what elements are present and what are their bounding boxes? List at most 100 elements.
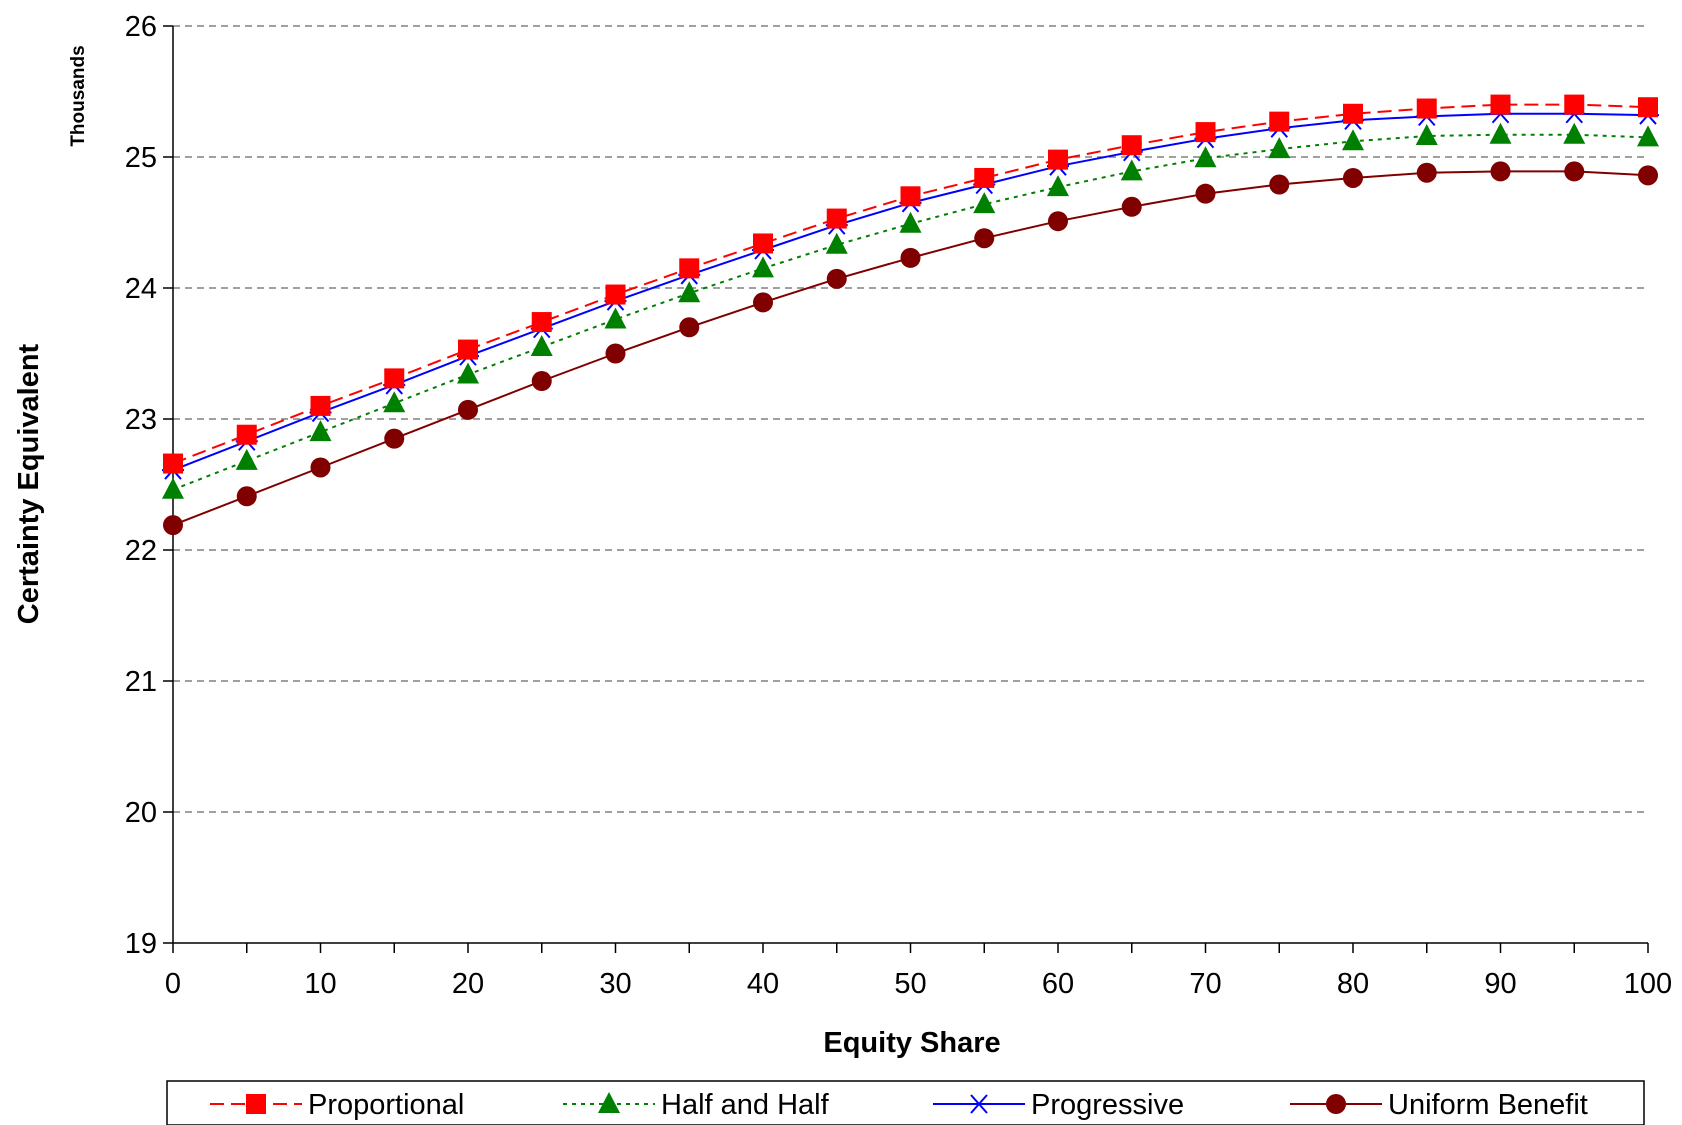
y-tick-label-23: 23 <box>125 404 157 436</box>
data-point-half-and-half <box>309 420 332 442</box>
data-point-proportional <box>753 233 773 254</box>
y-axis-title: Certainty Equivalent <box>13 343 45 624</box>
x-tick-label-90: 90 <box>1484 968 1516 1000</box>
data-point-proportional <box>1490 94 1511 115</box>
data-point-uniform-benefit <box>1490 161 1511 182</box>
data-point-proportional <box>1121 135 1142 156</box>
data-point-uniform-benefit <box>1048 211 1068 232</box>
x-tick-label-80: 80 <box>1337 968 1369 1000</box>
data-point-proportional <box>974 167 995 188</box>
data-point-proportional <box>1564 94 1585 115</box>
y-tick-label-24: 24 <box>125 273 157 305</box>
x-tick-label-60: 60 <box>1042 968 1074 1000</box>
data-point-half-and-half <box>1342 129 1364 151</box>
data-point-proportional <box>384 368 405 389</box>
data-point-proportional <box>163 453 183 474</box>
data-point-proportional <box>531 312 552 333</box>
data-point-half-and-half <box>383 391 406 413</box>
x-tick-label-10: 10 <box>304 968 336 1000</box>
data-point-half-and-half <box>899 211 922 233</box>
gridlines <box>173 25 1648 813</box>
legend-label-uniform-benefit: Uniform Benefit <box>1388 1089 1588 1121</box>
series-uniform-benefit <box>163 161 1658 536</box>
data-point-half-and-half <box>1268 137 1291 159</box>
x-tick-label-100: 100 <box>1624 968 1672 1000</box>
legend-item-progressive: Progressive <box>933 1089 1184 1121</box>
data-point-proportional <box>1269 111 1290 132</box>
legend-label-progressive: Progressive <box>1031 1089 1184 1121</box>
data-point-proportional <box>458 339 478 360</box>
data-point-uniform-benefit <box>1564 161 1585 182</box>
data-point-proportional <box>605 284 626 305</box>
data-point-uniform-benefit <box>458 399 478 420</box>
legend-marker-uniform-benefit <box>1326 1094 1346 1114</box>
data-point-uniform-benefit <box>1269 174 1290 195</box>
x-axis-title: Equity Share <box>823 1027 1000 1059</box>
legend-box <box>166 1080 1645 1125</box>
data-point-uniform-benefit <box>974 228 995 249</box>
data-point-half-and-half <box>162 477 184 499</box>
x-tick-label-20: 20 <box>452 968 484 1000</box>
data-point-proportional <box>679 258 700 279</box>
legend-marker-proportional <box>246 1094 266 1114</box>
data-point-proportional <box>900 186 921 207</box>
legend-marker-half-and-half <box>598 1092 620 1113</box>
data-point-uniform-benefit <box>1121 196 1142 217</box>
x-tick-label-30: 30 <box>599 968 631 1000</box>
x-tick-label-40: 40 <box>747 968 779 1000</box>
data-point-half-and-half <box>457 362 479 384</box>
data-point-half-and-half <box>530 334 553 356</box>
data-point-uniform-benefit <box>1416 162 1437 183</box>
data-point-half-and-half <box>1489 122 1512 144</box>
legend-label-half-and-half: Half and Half <box>661 1089 830 1121</box>
data-point-proportional <box>236 424 257 445</box>
data-point-half-and-half <box>1415 124 1438 146</box>
x-tick-label-50: 50 <box>894 968 926 1000</box>
data-point-uniform-benefit <box>1638 165 1658 186</box>
data-point-half-and-half <box>678 281 701 303</box>
data-point-uniform-benefit <box>531 371 552 392</box>
data-point-half-and-half <box>1047 175 1069 197</box>
series-proportional <box>163 94 1658 474</box>
legend-label-proportional: Proportional <box>308 1089 464 1121</box>
y-tick-label-25: 25 <box>125 142 157 174</box>
y-units-label: Thousands <box>68 45 89 146</box>
legend-marker-progressive <box>968 1094 990 1114</box>
data-point-uniform-benefit <box>753 292 773 313</box>
data-point-uniform-benefit <box>236 486 257 507</box>
data-point-half-and-half <box>1637 125 1659 147</box>
data-point-uniform-benefit <box>310 457 331 478</box>
y-tick-label-20: 20 <box>125 797 157 829</box>
data-point-uniform-benefit <box>384 428 405 449</box>
series-layer <box>162 94 1659 536</box>
y-tick-label-22: 22 <box>125 535 157 567</box>
data-point-uniform-benefit <box>1195 183 1216 204</box>
data-point-uniform-benefit <box>1343 167 1363 188</box>
data-point-half-and-half <box>604 307 627 329</box>
legend: Proportional Half and Half Progressive Unif… <box>166 1080 1645 1125</box>
data-point-proportional <box>1048 149 1068 170</box>
legend-item-half-and-half: Half and Half <box>563 1089 830 1121</box>
x-tick-label-70: 70 <box>1189 968 1221 1000</box>
data-point-half-and-half <box>235 448 258 470</box>
data-point-proportional <box>826 208 847 229</box>
data-point-half-and-half <box>752 256 774 278</box>
data-point-uniform-benefit <box>826 268 847 289</box>
data-point-proportional <box>1195 122 1216 143</box>
data-point-half-and-half <box>1194 146 1217 168</box>
series-progressive <box>162 104 1659 480</box>
data-point-proportional <box>1416 98 1437 119</box>
x-tick-label-0: 0 <box>165 968 181 1000</box>
axes: 19 20 21 22 23 24 25 26 0 10 20 30 40 50 60 70 80 90 100 <box>125 11 1672 1000</box>
data-point-proportional <box>310 395 331 416</box>
data-point-uniform-benefit <box>163 515 183 536</box>
data-point-proportional <box>1343 103 1363 124</box>
data-point-proportional <box>1638 97 1658 118</box>
y-tick-label-26: 26 <box>125 11 157 43</box>
legend-item-uniform-benefit: Uniform Benefit <box>1290 1089 1588 1121</box>
series-half-and-half <box>162 122 1659 499</box>
y-tick-label-19: 19 <box>125 928 157 960</box>
data-point-half-and-half <box>1563 122 1586 144</box>
y-tick-label-21: 21 <box>125 666 157 698</box>
